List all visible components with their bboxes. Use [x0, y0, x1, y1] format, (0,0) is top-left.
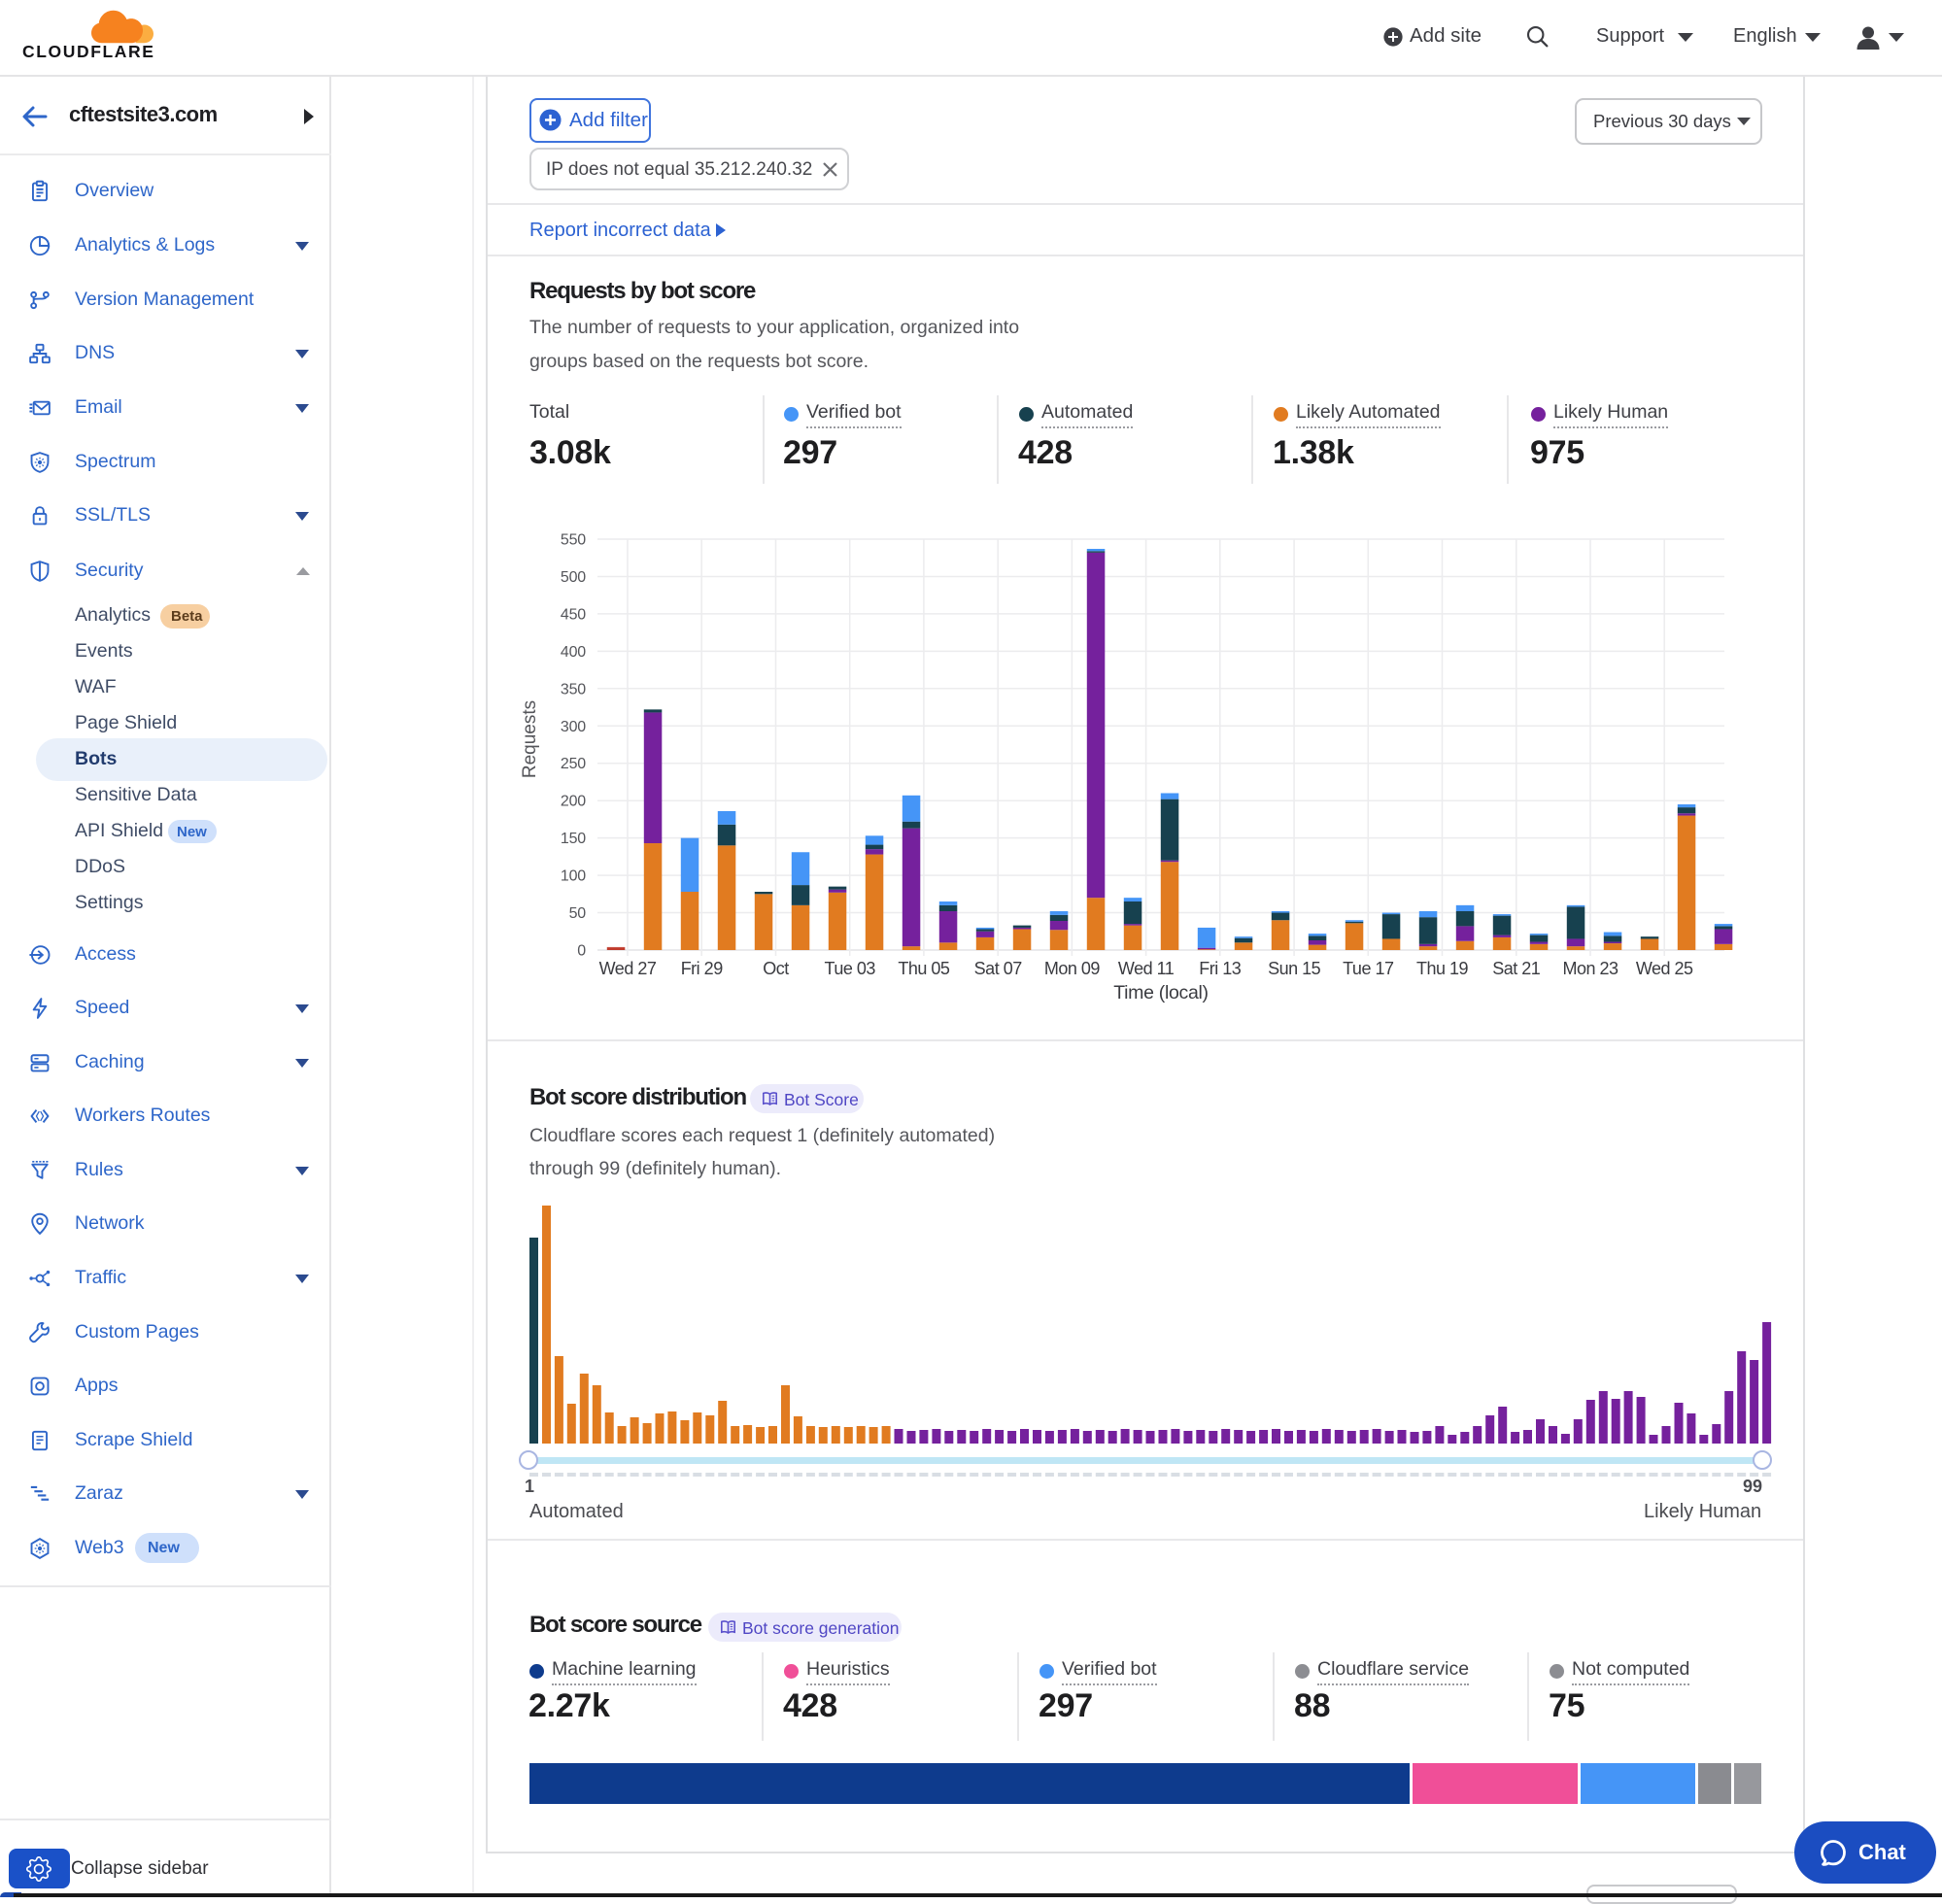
svg-text:Requests: Requests	[520, 700, 540, 778]
svg-text:Sat 21: Sat 21	[1492, 959, 1541, 978]
svg-text:Mon 09: Mon 09	[1044, 959, 1101, 978]
svg-text:Wed 25: Wed 25	[1636, 959, 1693, 978]
svg-text:Tue 17: Tue 17	[1343, 959, 1394, 978]
svg-text:500: 500	[561, 569, 586, 586]
svg-text:350: 350	[561, 681, 586, 697]
svg-text:Oct: Oct	[763, 959, 789, 978]
svg-text:300: 300	[561, 719, 586, 735]
svg-text:400: 400	[561, 644, 586, 661]
svg-text:100: 100	[561, 868, 586, 885]
svg-text:250: 250	[561, 756, 586, 772]
svg-text:200: 200	[561, 794, 586, 810]
svg-text:Thu 19: Thu 19	[1416, 959, 1469, 978]
svg-text:0: 0	[577, 943, 586, 960]
svg-text:Sun 15: Sun 15	[1268, 959, 1321, 978]
svg-text:Mon 23: Mon 23	[1562, 959, 1618, 978]
svg-text:Time (local): Time (local)	[1113, 982, 1209, 1003]
svg-text:450: 450	[561, 606, 586, 623]
svg-text:Wed 11: Wed 11	[1118, 959, 1175, 978]
svg-text:Tue 03: Tue 03	[825, 959, 876, 978]
svg-text:150: 150	[561, 831, 586, 847]
svg-text:Sat 07: Sat 07	[974, 959, 1023, 978]
svg-text:50: 50	[569, 905, 587, 922]
svg-text:Fri 29: Fri 29	[681, 959, 724, 978]
svg-text:Thu 05: Thu 05	[898, 959, 950, 978]
svg-text:Wed 27: Wed 27	[599, 959, 657, 978]
svg-text:550: 550	[561, 532, 586, 549]
svg-text:Fri 13: Fri 13	[1199, 959, 1242, 978]
